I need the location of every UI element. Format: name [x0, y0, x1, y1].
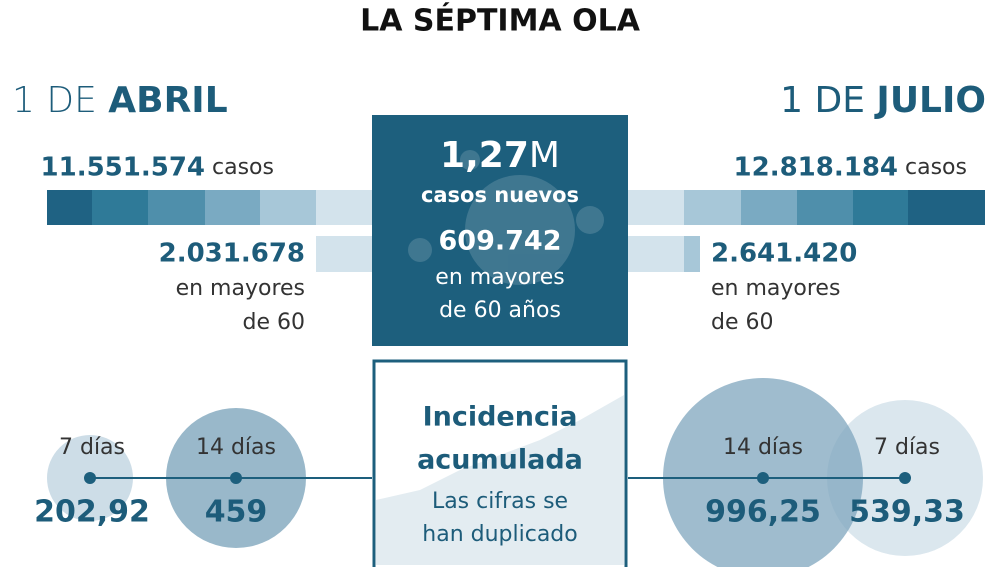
period-label: 14 días	[196, 435, 276, 460]
incidence-subtitle: han duplicado	[422, 522, 577, 547]
date-month: JULIO	[873, 80, 986, 121]
date-prefix: 1 DE	[780, 80, 865, 121]
incidence-subtitle: Las cifras se	[432, 489, 568, 514]
left-bar	[47, 190, 372, 272]
virus-decor	[408, 150, 604, 285]
period-label: 7 días	[874, 435, 940, 460]
total: 1,27M	[440, 135, 560, 176]
period-label: 14 días	[723, 435, 803, 460]
date-month: ABRIL	[108, 80, 227, 121]
center-over60-label: de 60 años	[439, 298, 561, 323]
cases-label: casos	[212, 155, 274, 180]
center-box	[372, 115, 628, 346]
curve-decor	[376, 395, 624, 565]
incidence-title: Incidencia	[423, 402, 578, 433]
incidence-value: 459	[205, 495, 268, 530]
over60-label: de 60	[711, 310, 774, 335]
dot	[84, 472, 96, 484]
date: 1 DE JULIO	[780, 80, 986, 121]
incidence-value: 539,33	[849, 495, 965, 530]
total-label: casos nuevos	[421, 183, 579, 207]
right-bar	[628, 190, 985, 272]
dot	[230, 472, 242, 484]
over60: 2.031.678	[159, 239, 305, 269]
cases: 11.551.574	[41, 153, 205, 183]
center-over60: 609.742	[439, 226, 562, 257]
incidence-value: 202,92	[34, 495, 150, 530]
incidence-value: 996,25	[705, 495, 821, 530]
total-unit: M	[529, 135, 560, 176]
total-value: 1,27	[440, 135, 529, 176]
title: LA SÉPTIMA OLA	[360, 3, 641, 39]
over60-label: en mayores	[711, 276, 840, 301]
incidence-title: acumulada	[417, 445, 583, 476]
dot	[899, 472, 911, 484]
date-prefix: 1 DE	[12, 80, 97, 121]
center-over60-label: en mayores	[435, 265, 564, 290]
date: 1 DE ABRIL	[12, 80, 228, 121]
cases: 12.818.184	[734, 153, 898, 183]
period-label: 7 días	[59, 435, 125, 460]
over60: 2.641.420	[711, 239, 857, 269]
over60-label: en mayores	[176, 276, 305, 301]
dot	[757, 472, 769, 484]
over60-label: de 60	[243, 310, 306, 335]
cases-label: casos	[905, 155, 967, 180]
